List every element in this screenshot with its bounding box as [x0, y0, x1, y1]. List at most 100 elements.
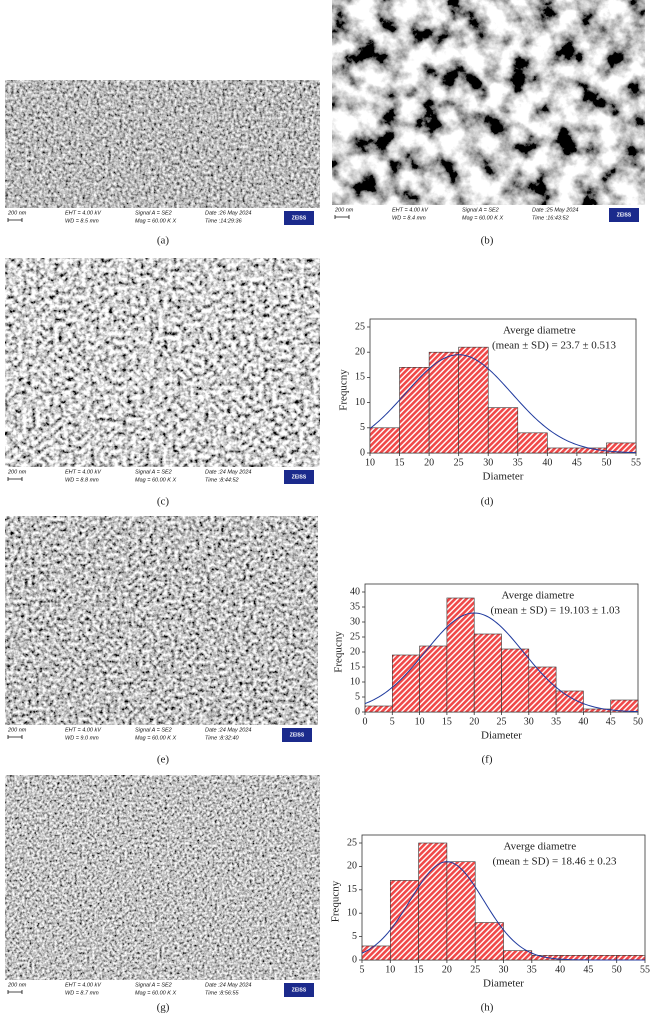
logo-box: [284, 211, 314, 225]
bar: [610, 699, 639, 713]
mag: Mag = 60.00 K X: [135, 735, 176, 741]
info-bar: [5, 208, 320, 228]
info-bar: [5, 725, 318, 745]
x-tick-label: 15: [395, 457, 405, 468]
bar: [474, 922, 504, 961]
x-tick-label: 20: [442, 964, 452, 975]
logo-box: [609, 208, 639, 222]
y-tick-label: 15: [350, 661, 360, 672]
eht: EHT = 4.00 kV: [65, 727, 102, 733]
panel-label: (e): [157, 754, 170, 766]
y-tick-label: 0: [355, 706, 360, 717]
y-tick-label: 0: [352, 954, 357, 965]
x-tick-label: 35: [551, 716, 561, 727]
sem-image: [5, 775, 320, 980]
logo: ZEISS: [292, 474, 307, 480]
y-tick-label: 15: [347, 884, 357, 895]
annotation: Averge diametre: [503, 325, 576, 337]
scale-text: 200 nm: [7, 210, 27, 216]
y-tick-label: 5: [355, 691, 360, 702]
bar: [503, 950, 533, 961]
annotation: (mean ± SD) = 23.7 ± 0.513: [492, 340, 616, 352]
x-tick-label: 55: [631, 457, 641, 468]
scale-text: 200 nm: [7, 727, 27, 733]
bar: [361, 945, 391, 961]
y-axis-label: Frequcny: [333, 631, 345, 673]
x-tick-label: 5: [360, 964, 365, 975]
annotation: Averge diametre: [504, 841, 577, 853]
x-tick-label: 35: [527, 964, 537, 975]
x-tick-label: 10: [385, 964, 395, 975]
date: Date :26 May 2024: [205, 210, 251, 216]
x-tick-label: 35: [513, 457, 523, 468]
y-tick-label: 20: [347, 861, 357, 872]
bar: [616, 955, 646, 961]
y-axis-label: Frequcny: [338, 369, 350, 411]
scale-bar: [7, 477, 23, 481]
x-tick-label: 40: [578, 716, 588, 727]
x-axis-label: Diameter: [481, 730, 522, 742]
bar: [501, 648, 530, 713]
time: Time :8:32:40: [205, 735, 240, 741]
bar: [547, 447, 578, 454]
x-tick-label: 45: [583, 964, 593, 975]
x-tick-label: 0: [363, 716, 368, 727]
y-tick-label: 20: [350, 646, 360, 657]
logo-box: [284, 983, 314, 997]
wd: WD = 8.8 mm: [65, 477, 99, 483]
scale-bar: [7, 735, 23, 739]
x-tick-label: 10: [365, 457, 375, 468]
y-tick-label: 5: [352, 931, 357, 942]
bar: [369, 427, 400, 454]
time: Time :16:43:52: [532, 215, 569, 221]
signal: Signal A = SE2: [135, 982, 172, 988]
x-tick-label: 30: [499, 964, 509, 975]
bar: [419, 645, 448, 713]
logo: ZEISS: [290, 732, 305, 738]
wd: WD = 8.7 mm: [65, 990, 99, 996]
x-tick-label: 20: [424, 457, 434, 468]
time: Time :8:56:55: [205, 990, 240, 996]
y-tick-label: 30: [350, 616, 360, 627]
logo: ZEISS: [292, 987, 307, 993]
y-tick-label: 20: [355, 346, 365, 357]
bar: [446, 861, 476, 961]
x-tick-label: 30: [483, 457, 493, 468]
x-tick-label: 45: [606, 716, 616, 727]
x-tick-label: 25: [470, 964, 480, 975]
annotation: (mean ± SD) = 19.103 ± 1.03: [491, 605, 621, 617]
sem-image: [332, 0, 645, 205]
x-tick-label: 55: [640, 964, 650, 975]
bar: [389, 880, 419, 961]
sem-image: [5, 80, 320, 208]
logo: ZEISS: [292, 215, 307, 221]
x-axis-label: Diameter: [483, 978, 524, 990]
y-tick-label: 10: [347, 907, 357, 918]
x-tick-label: 15: [442, 716, 452, 727]
bar: [555, 690, 584, 713]
date: Date :24 May 2024: [205, 727, 251, 733]
info-bar: [5, 980, 320, 1000]
y-tick-label: 40: [350, 586, 360, 597]
date: Date :24 May 2024: [205, 982, 251, 988]
x-tick-label: 30: [524, 716, 534, 727]
x-tick-label: 40: [555, 964, 565, 975]
fit-curve: [369, 354, 637, 454]
bar: [428, 351, 459, 454]
bar: [458, 346, 489, 454]
sem-image: [5, 258, 320, 467]
x-tick-label: 40: [542, 457, 552, 468]
panel-label: (d): [481, 496, 494, 508]
bar: [588, 955, 618, 961]
panel-label: (f): [482, 754, 493, 766]
signal: Signal A = SE2: [135, 469, 172, 475]
bar: [418, 842, 448, 961]
y-tick-label: 15: [355, 372, 365, 383]
scale-text: 200 nm: [7, 982, 27, 988]
annotation: Averge diametre: [502, 590, 575, 602]
bar: [446, 597, 475, 713]
y-tick-label: 25: [350, 631, 360, 642]
logo-box: [284, 470, 314, 484]
eht: EHT = 4.00 kV: [65, 469, 102, 475]
